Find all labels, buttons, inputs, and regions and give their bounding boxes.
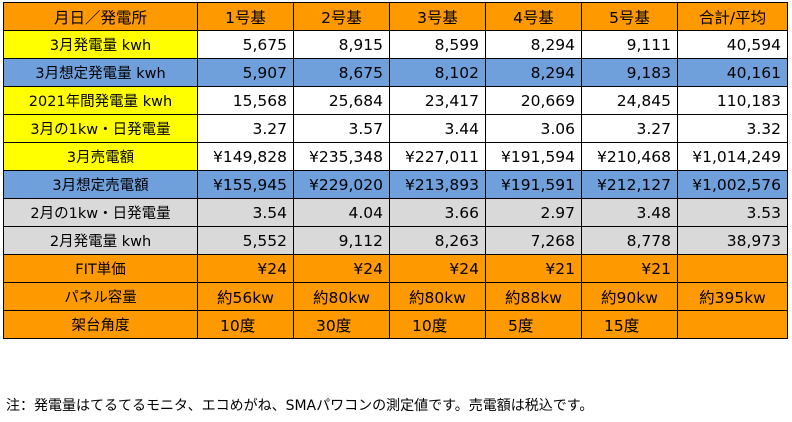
cell: 15度 — [581, 310, 678, 339]
cell: 3.27 — [581, 114, 678, 143]
row-fit-price: FIT単価 ¥24 ¥24 ¥24 ¥21 ¥21 — [3, 254, 788, 283]
row-march-expected-generation: 3月想定発電量 kwh 5,907 8,675 8,102 8,294 9,18… — [3, 58, 788, 87]
row-label: 3月想定売電額 — [3, 170, 198, 199]
cell: 8,778 — [581, 226, 678, 255]
header-plant: 月日／発電所 — [3, 2, 198, 31]
header-row: 月日／発電所 1号基 2号基 3号基 4号基 5号基 合計/平均 — [3, 2, 788, 31]
cell: ¥227,011 — [389, 142, 486, 171]
cell: 40,161 — [677, 58, 788, 87]
cell: 5度 — [485, 310, 582, 339]
row-annual-generation: 2021年間発電量 kwh 15,568 25,684 23,417 20,66… — [3, 86, 788, 115]
cell: ¥210,468 — [581, 142, 678, 171]
cell: ¥1,002,576 — [677, 170, 788, 199]
cell: 約56kw — [197, 282, 294, 311]
cell: 8,294 — [485, 58, 582, 87]
row-march-per-kw-day: 3月の1kw・日発電量 3.27 3.57 3.44 3.06 3.27 3.3… — [3, 114, 788, 143]
cell: 3.32 — [677, 114, 788, 143]
row-panel-capacity: パネル容量 約56kw 約80kw 約80kw 約88kw 約90kw 約395… — [3, 282, 788, 311]
header-unit-3: 3号基 — [389, 2, 486, 31]
cell: 3.27 — [197, 114, 294, 143]
cell: 8,294 — [485, 30, 582, 59]
cell — [677, 254, 788, 283]
cell: ¥24 — [293, 254, 390, 283]
row-label: 3月の1kw・日発電量 — [3, 114, 198, 143]
cell: ¥21 — [485, 254, 582, 283]
cell: 40,594 — [677, 30, 788, 59]
cell: 9,111 — [581, 30, 678, 59]
cell: 30度 — [293, 310, 390, 339]
footnote: 注：発電量はてるてるモニタ、エコめがね、SMAパワコンの測定値です。売電額は税込… — [6, 398, 594, 414]
row-march-generation: 3月発電量 kwh 5,675 8,915 8,599 8,294 9,111 … — [3, 30, 788, 59]
row-mount-angle: 架台角度 10度 30度 10度 5度 15度 — [3, 310, 788, 339]
cell: ¥191,591 — [485, 170, 582, 199]
row-march-expected-sales: 3月想定売電額 ¥155,945 ¥229,020 ¥213,893 ¥191,… — [3, 170, 788, 199]
cell: 3.57 — [293, 114, 390, 143]
cell — [677, 310, 788, 339]
cell: 23,417 — [389, 86, 486, 115]
cell: 3.44 — [389, 114, 486, 143]
cell: ¥149,828 — [197, 142, 294, 171]
cell: 15,568 — [197, 86, 294, 115]
cell: 約90kw — [581, 282, 678, 311]
cell: 10度 — [389, 310, 486, 339]
cell: 38,973 — [677, 226, 788, 255]
cell: 7,268 — [485, 226, 582, 255]
cell: ¥1,014,249 — [677, 142, 788, 171]
cell: 8,102 — [389, 58, 486, 87]
cell: 3.48 — [581, 198, 678, 227]
row-label: 2月の1kw・日発電量 — [3, 198, 198, 227]
cell: 4.04 — [293, 198, 390, 227]
cell: 3.66 — [389, 198, 486, 227]
row-label: パネル容量 — [3, 282, 198, 311]
cell: 3.53 — [677, 198, 788, 227]
cell: 20,669 — [485, 86, 582, 115]
cell: 2.97 — [485, 198, 582, 227]
row-feb-per-kw-day: 2月の1kw・日発電量 3.54 4.04 3.66 2.97 3.48 3.5… — [3, 198, 788, 227]
header-unit-4: 4号基 — [485, 2, 582, 31]
cell: 3.54 — [197, 198, 294, 227]
cell: 10度 — [197, 310, 294, 339]
cell: 約395kw — [677, 282, 788, 311]
cell: 9,183 — [581, 58, 678, 87]
row-label: 3月発電量 kwh — [3, 30, 198, 59]
cell: ¥24 — [197, 254, 294, 283]
cell: 8,599 — [389, 30, 486, 59]
header-unit-2: 2号基 — [293, 2, 390, 31]
row-feb-generation: 2月発電量 kwh 5,552 9,112 8,263 7,268 8,778 … — [3, 226, 788, 255]
cell: 8,675 — [293, 58, 390, 87]
row-label: FIT単価 — [3, 254, 198, 283]
row-label: 2021年間発電量 kwh — [3, 86, 198, 115]
cell: 9,112 — [293, 226, 390, 255]
cell: ¥191,594 — [485, 142, 582, 171]
row-label: 3月想定発電量 kwh — [3, 58, 198, 87]
cell: 3.06 — [485, 114, 582, 143]
row-label: 3月売電額 — [3, 142, 198, 171]
header-unit-5: 5号基 — [581, 2, 678, 31]
power-generation-table: 月日／発電所 1号基 2号基 3号基 4号基 5号基 合計/平均 3月発電量 k… — [3, 2, 788, 339]
cell: 5,907 — [197, 58, 294, 87]
header-total: 合計/平均 — [677, 2, 788, 31]
cell: 8,263 — [389, 226, 486, 255]
cell: ¥235,348 — [293, 142, 390, 171]
cell: 約88kw — [485, 282, 582, 311]
cell: 約80kw — [293, 282, 390, 311]
cell: 5,552 — [197, 226, 294, 255]
row-label: 架台角度 — [3, 310, 198, 339]
cell: 約80kw — [389, 282, 486, 311]
cell: 24,845 — [581, 86, 678, 115]
header-unit-1: 1号基 — [197, 2, 294, 31]
cell: 25,684 — [293, 86, 390, 115]
cell: ¥229,020 — [293, 170, 390, 199]
cell: ¥155,945 — [197, 170, 294, 199]
cell: ¥212,127 — [581, 170, 678, 199]
cell: 8,915 — [293, 30, 390, 59]
cell: ¥24 — [389, 254, 486, 283]
row-march-sales: 3月売電額 ¥149,828 ¥235,348 ¥227,011 ¥191,59… — [3, 142, 788, 171]
cell: ¥21 — [581, 254, 678, 283]
cell: ¥213,893 — [389, 170, 486, 199]
cell: 5,675 — [197, 30, 294, 59]
cell: 110,183 — [677, 86, 788, 115]
row-label: 2月発電量 kwh — [3, 226, 198, 255]
